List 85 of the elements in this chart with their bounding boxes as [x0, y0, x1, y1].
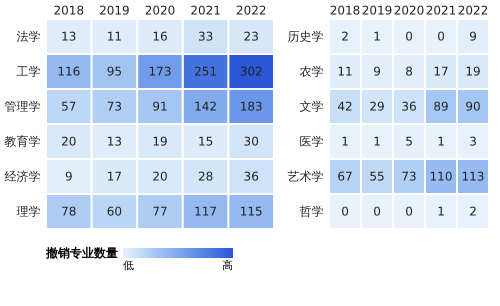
color-bar-label: 低	[123, 259, 134, 272]
data-label: 91	[152, 100, 168, 114]
x-tick-label: 2019	[362, 4, 392, 18]
x-tick-label: 2018	[330, 4, 360, 18]
data-label: 0	[341, 204, 349, 218]
data-label: 67	[337, 170, 353, 184]
x-tick-label: 2020	[144, 4, 176, 18]
x-tick-label: 2020	[394, 4, 424, 18]
data-label: 0	[405, 204, 413, 218]
data-label: 28	[198, 170, 214, 184]
x-tick-label: 2018	[54, 4, 84, 18]
data-label: 8	[405, 64, 413, 78]
data-label: 17	[433, 64, 449, 78]
data-label: 20	[61, 134, 76, 148]
data-label: 9	[469, 30, 477, 44]
x-tick-label: 2022	[458, 4, 488, 18]
data-label: 1	[373, 134, 381, 148]
data-label: 20	[152, 170, 168, 184]
data-label: 173	[148, 64, 172, 78]
data-label: 36	[401, 100, 417, 114]
data-label: 0	[405, 30, 413, 44]
data-label: 117	[194, 204, 218, 218]
y-tick-label: 理学	[16, 204, 40, 218]
data-label: 2	[469, 204, 477, 218]
data-label: 1	[437, 134, 445, 148]
data-label: 1	[373, 30, 381, 44]
data-label: 23	[244, 30, 259, 44]
data-label: 142	[194, 100, 218, 114]
y-tick-label: 法学	[16, 30, 40, 44]
data-label: 9	[373, 64, 381, 78]
data-label: 60	[106, 204, 122, 218]
data-label: 1	[341, 134, 349, 148]
data-label: 19	[465, 64, 481, 78]
data-label: 110	[430, 170, 452, 184]
data-label: 13	[106, 134, 122, 148]
data-label: 73	[106, 100, 122, 114]
data-label: 55	[369, 170, 385, 184]
data-label: 251	[194, 64, 218, 78]
y-tick-label: 历史学	[288, 30, 324, 44]
data-label: 3	[469, 134, 477, 148]
x-tick-label: 2021	[190, 4, 221, 18]
y-tick-label: 农学	[300, 64, 324, 78]
data-label: 1	[437, 204, 445, 218]
data-label: 95	[106, 64, 122, 78]
data-label: 9	[64, 170, 73, 184]
y-tick-label: 经济学	[4, 170, 40, 184]
data-label: 11	[106, 30, 122, 44]
data-label: 42	[337, 100, 353, 114]
data-label: 36	[244, 170, 259, 184]
y-tick-label: 哲学	[300, 204, 324, 218]
data-label: 57	[61, 100, 76, 114]
y-tick-label: 教育学	[4, 134, 40, 148]
data-label: 13	[61, 30, 76, 44]
data-label: 115	[240, 204, 263, 218]
data-label: 77	[152, 204, 168, 218]
color-bar-label: 高	[222, 259, 233, 272]
data-label: 19	[152, 134, 168, 148]
data-label: 11	[337, 64, 353, 78]
data-label: 30	[244, 134, 259, 148]
data-label: 113	[462, 170, 484, 184]
data-label: 89	[433, 100, 449, 114]
data-label: 78	[61, 204, 76, 218]
y-tick-label: 文学	[300, 100, 324, 114]
data-label: 73	[401, 170, 417, 184]
data-label: 17	[106, 170, 122, 184]
y-tick-label: 医学	[300, 134, 324, 148]
data-label: 90	[465, 100, 481, 114]
data-label: 15	[198, 134, 214, 148]
color-bar-title: 撤销专业数量	[45, 246, 118, 260]
x-tick-label: 2019	[99, 4, 130, 18]
y-tick-label: 管理学	[4, 100, 40, 114]
data-label: 0	[437, 30, 445, 44]
data-label: 2	[341, 30, 349, 44]
y-tick-label: 工学	[16, 64, 40, 78]
data-label: 29	[369, 100, 385, 114]
x-tick-label: 2022	[236, 4, 266, 18]
data-label: 116	[57, 64, 80, 78]
data-label: 33	[198, 30, 214, 44]
data-label: 0	[373, 204, 381, 218]
data-label: 302	[240, 64, 263, 78]
x-tick-label: 2021	[426, 4, 456, 18]
y-tick-label: 艺术学	[288, 170, 324, 184]
data-label: 5	[405, 134, 413, 148]
data-label: 16	[152, 30, 168, 44]
data-label: 183	[240, 100, 263, 114]
